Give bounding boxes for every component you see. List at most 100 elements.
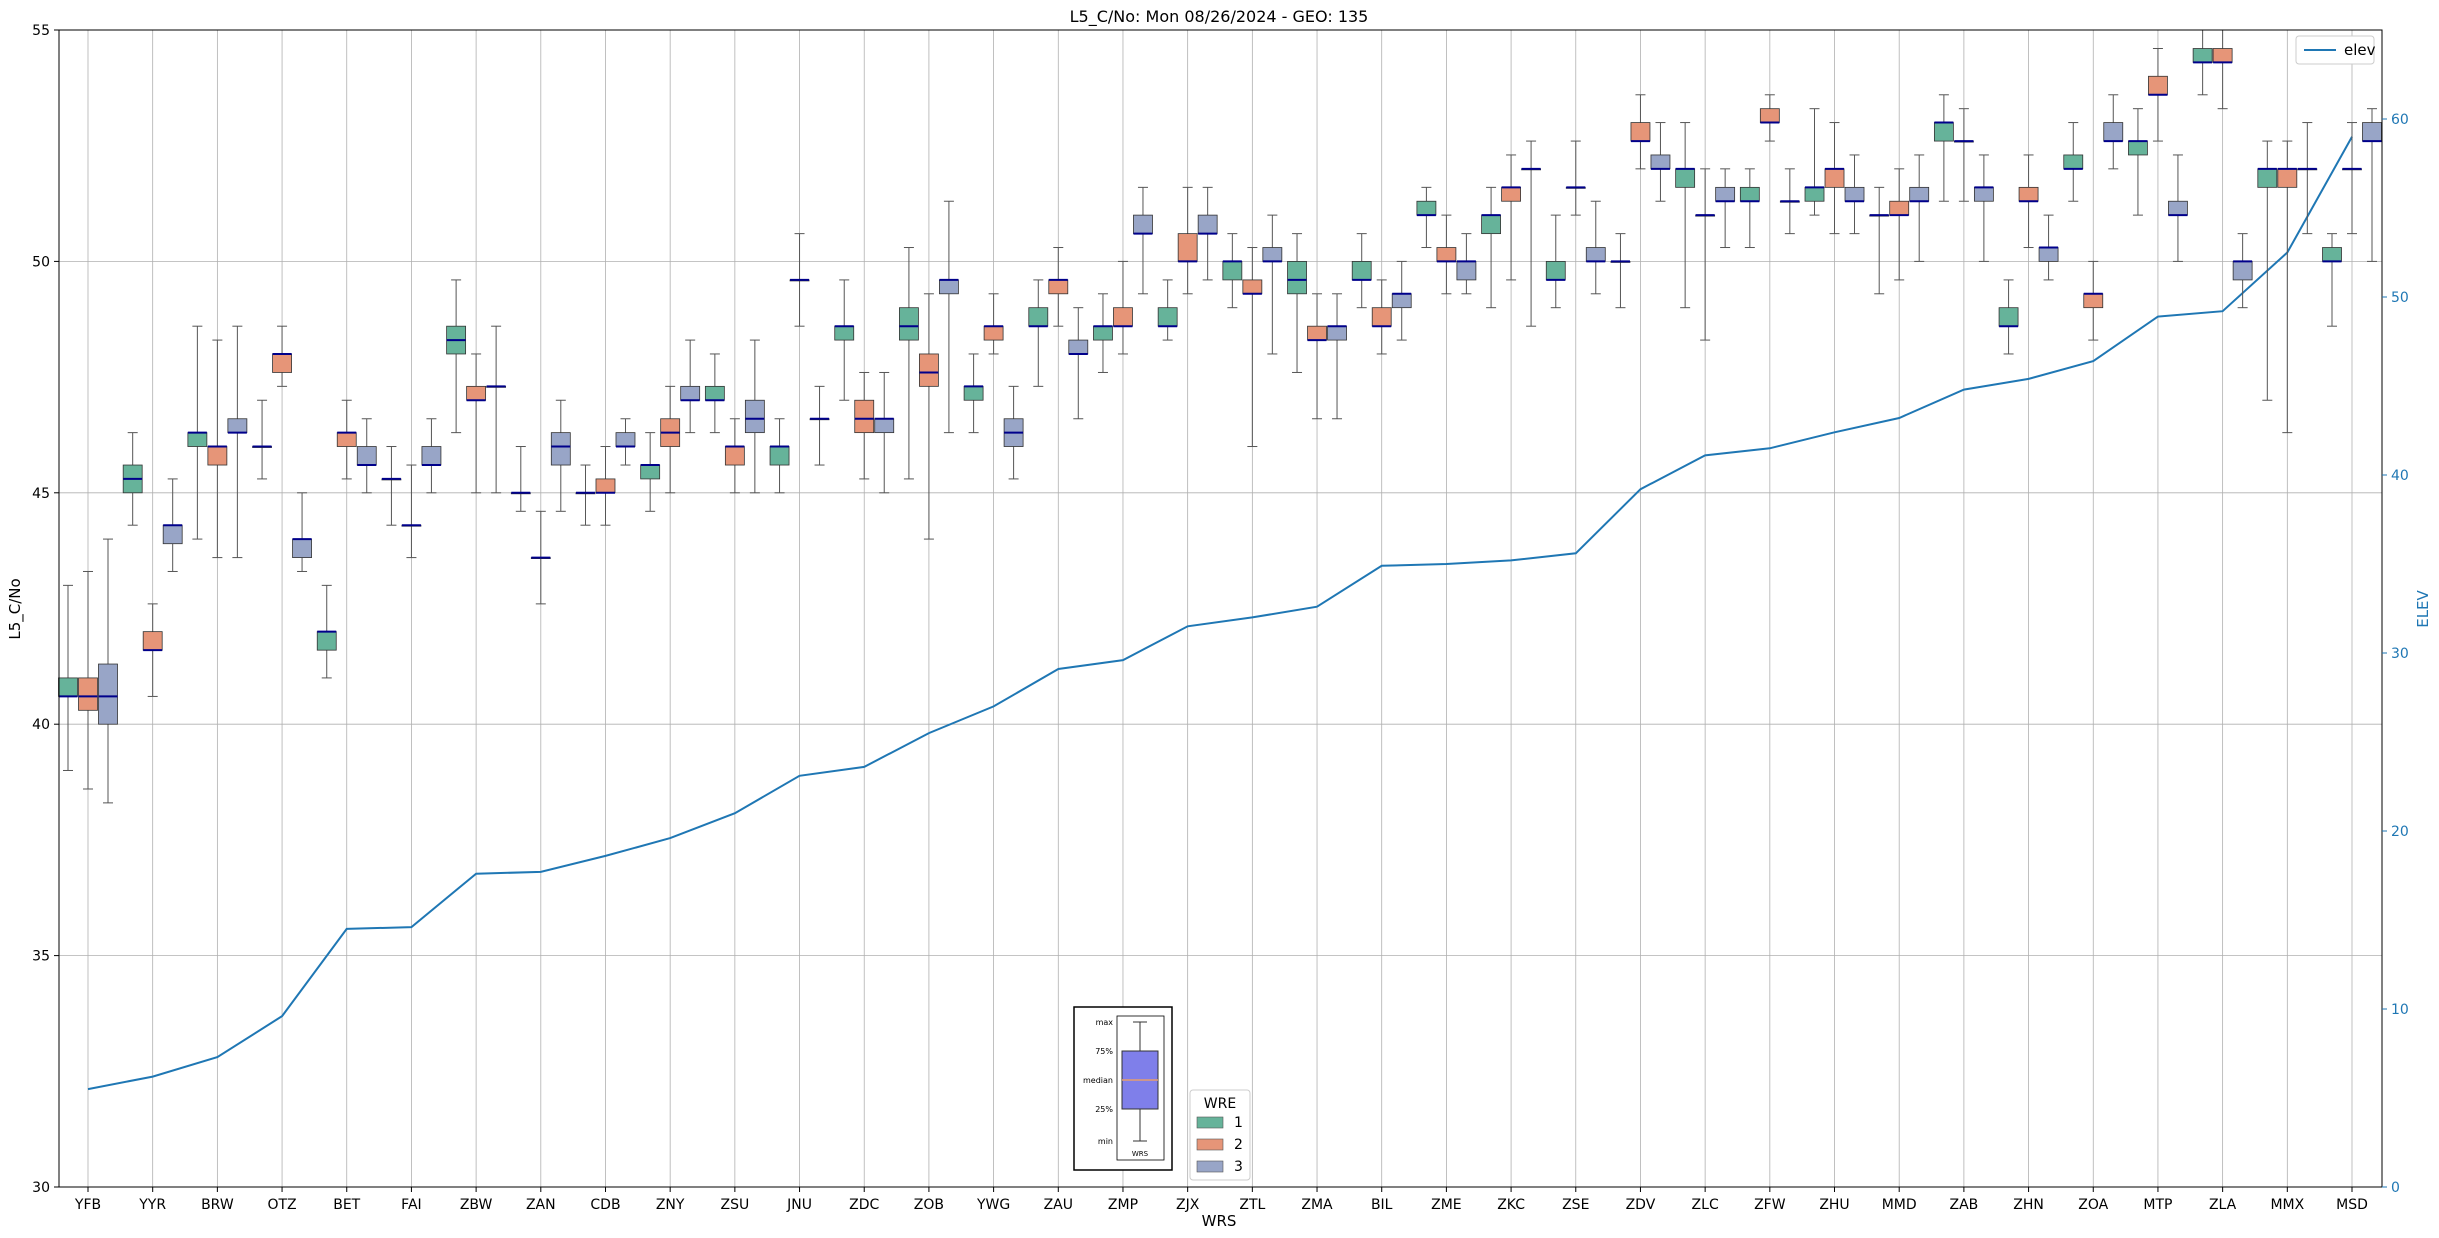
box-body-yfb-2 xyxy=(78,677,98,711)
y2-tick-label-0: 0 xyxy=(2391,1180,2400,1196)
box-zfw-3 xyxy=(1779,168,1800,235)
box-zhu-1 xyxy=(1804,108,1825,216)
box-cdb-1 xyxy=(575,464,596,526)
box-body-fai-3 xyxy=(421,446,442,466)
box-body-zkc-1 xyxy=(1481,214,1501,235)
box-otz-1 xyxy=(252,399,272,480)
wre-legend-swatch-3 xyxy=(1196,1160,1224,1173)
box-body-bil-3 xyxy=(1391,293,1412,309)
x-axis: YFB YYR BRW OTZ BET FAI ZBW ZAN CDB ZNY ZSU JNU ZDC Z… xyxy=(74,1187,2368,1213)
box-zab-2 xyxy=(1953,108,1974,202)
box-yfb-2 xyxy=(78,570,98,790)
box-zhn-2 xyxy=(2018,154,2039,249)
x-tick-label-zla: ZLA xyxy=(2209,1197,2237,1213)
box-yyr-3 xyxy=(162,478,183,572)
box-ztl-1 xyxy=(1222,233,1243,309)
box-zhn-3 xyxy=(2038,214,2059,281)
box-body-zmp-2 xyxy=(1113,307,1133,327)
x-tick-label-yyr: YYR xyxy=(138,1197,166,1213)
y-axis-left: 30 35 40 45 50 55 xyxy=(32,23,59,1196)
box-msd-3 xyxy=(2362,108,2382,262)
boxes-layer xyxy=(58,29,2382,804)
x-tick-label-zse: ZSE xyxy=(1562,1197,1589,1213)
x-tick-label-msd: MSD xyxy=(2336,1197,2368,1213)
box-body-zse-3 xyxy=(1585,247,1606,262)
x-tick-label-ztl: ZTL xyxy=(1239,1197,1265,1213)
box-body-brw-1 xyxy=(187,432,208,447)
box-zny-2 xyxy=(660,385,681,494)
y-tick-label-0: 30 xyxy=(32,1180,50,1196)
wre-legend-frame xyxy=(1189,1089,1251,1181)
box-zlc-3 xyxy=(1715,168,1736,249)
y2-tick-label-1: 10 xyxy=(2391,1002,2409,1018)
x-tick-label-yfb: YFB xyxy=(74,1197,101,1213)
box-yfb-1 xyxy=(58,584,78,771)
box-zkc-3 xyxy=(1521,140,1541,327)
box-bet-2 xyxy=(336,399,357,480)
box-zjx-3 xyxy=(1197,186,1218,281)
box-zfw-2 xyxy=(1759,94,1780,142)
box-jnu-1 xyxy=(769,418,790,494)
box-zsu-1 xyxy=(704,353,725,434)
box-body-zlc-3 xyxy=(1715,186,1736,202)
y2-tick-label-3: 30 xyxy=(2391,646,2409,662)
box-zau-2 xyxy=(1048,247,1069,327)
box-mmx-3 xyxy=(2297,122,2318,235)
box-body-zdc-3 xyxy=(874,418,895,434)
box-mmd-1 xyxy=(1869,186,1890,295)
y2-tick-label-4: 40 xyxy=(2391,468,2409,484)
box-body-zoa-1 xyxy=(2063,154,2084,170)
box-body-zhu-3 xyxy=(1844,186,1865,202)
box-zan-2 xyxy=(530,510,551,605)
chart-title: L5_C/No: Mon 08/26/2024 - GEO: 135 xyxy=(1070,7,1369,27)
x-tick-label-mtp: MTP xyxy=(2143,1197,2172,1213)
box-body-msd-1 xyxy=(2322,247,2342,262)
box-zla-3 xyxy=(2232,233,2253,309)
box-zla-2 xyxy=(2212,29,2233,110)
box-body-mtp-2 xyxy=(2148,75,2168,96)
box-zma-3 xyxy=(1327,293,1347,420)
box-body-zob-3 xyxy=(939,279,959,295)
x-tick-label-zmp: ZMP xyxy=(1108,1197,1138,1213)
box-cdb-2 xyxy=(595,446,616,526)
box-body-zkc-2 xyxy=(1501,186,1521,202)
y-tick-label-1: 35 xyxy=(32,949,50,965)
box-zdv-2 xyxy=(1630,94,1651,170)
box-zan-3 xyxy=(550,399,571,512)
x-tick-label-fai: FAI xyxy=(401,1197,421,1213)
box-zsu-3 xyxy=(744,339,765,494)
box-body-zla-3 xyxy=(2232,260,2253,281)
box-body-zlc-1 xyxy=(1675,168,1696,188)
box-body-zma-3 xyxy=(1327,325,1347,341)
box-body-ztl-2 xyxy=(1242,279,1263,295)
x-tick-label-zlc: ZLC xyxy=(1692,1197,1719,1213)
box-fai-3 xyxy=(421,418,442,494)
wre-legend-label-2: 2 xyxy=(1234,1137,1243,1153)
box-body-zoa-3 xyxy=(2103,122,2124,142)
box-msd-2 xyxy=(2342,122,2362,235)
x-tick-label-zma: ZMA xyxy=(1301,1197,1333,1213)
box-otz-2 xyxy=(272,325,292,387)
key-label-max: max xyxy=(1096,1018,1114,1027)
x-tick-label-zau: ZAU xyxy=(1044,1197,1073,1213)
box-body-zmp-3 xyxy=(1133,214,1153,235)
box-ywg-3 xyxy=(1003,385,1024,480)
box-zme-3 xyxy=(1456,233,1477,295)
elevation-series xyxy=(87,136,2353,1091)
box-zau-1 xyxy=(1028,279,1049,387)
box-body-mmx-1 xyxy=(2257,168,2278,188)
box-body-cdb-2 xyxy=(595,478,616,494)
box-zny-1 xyxy=(640,432,661,512)
box-zob-2 xyxy=(919,293,939,540)
box-body-zab-3 xyxy=(1973,186,1994,202)
x-tick-label-zbw: ZBW xyxy=(460,1197,493,1213)
box-otz-3 xyxy=(292,492,312,572)
box-zfw-1 xyxy=(1739,168,1760,249)
box-body-ywg-1 xyxy=(963,385,984,401)
box-cdb-3 xyxy=(615,418,636,466)
box-bet-1 xyxy=(316,584,337,679)
box-zlc-1 xyxy=(1675,122,1696,309)
box-zab-3 xyxy=(1973,154,1994,262)
box-bil-2 xyxy=(1371,279,1392,355)
x-axis-label: WRS xyxy=(1202,1212,1237,1230)
